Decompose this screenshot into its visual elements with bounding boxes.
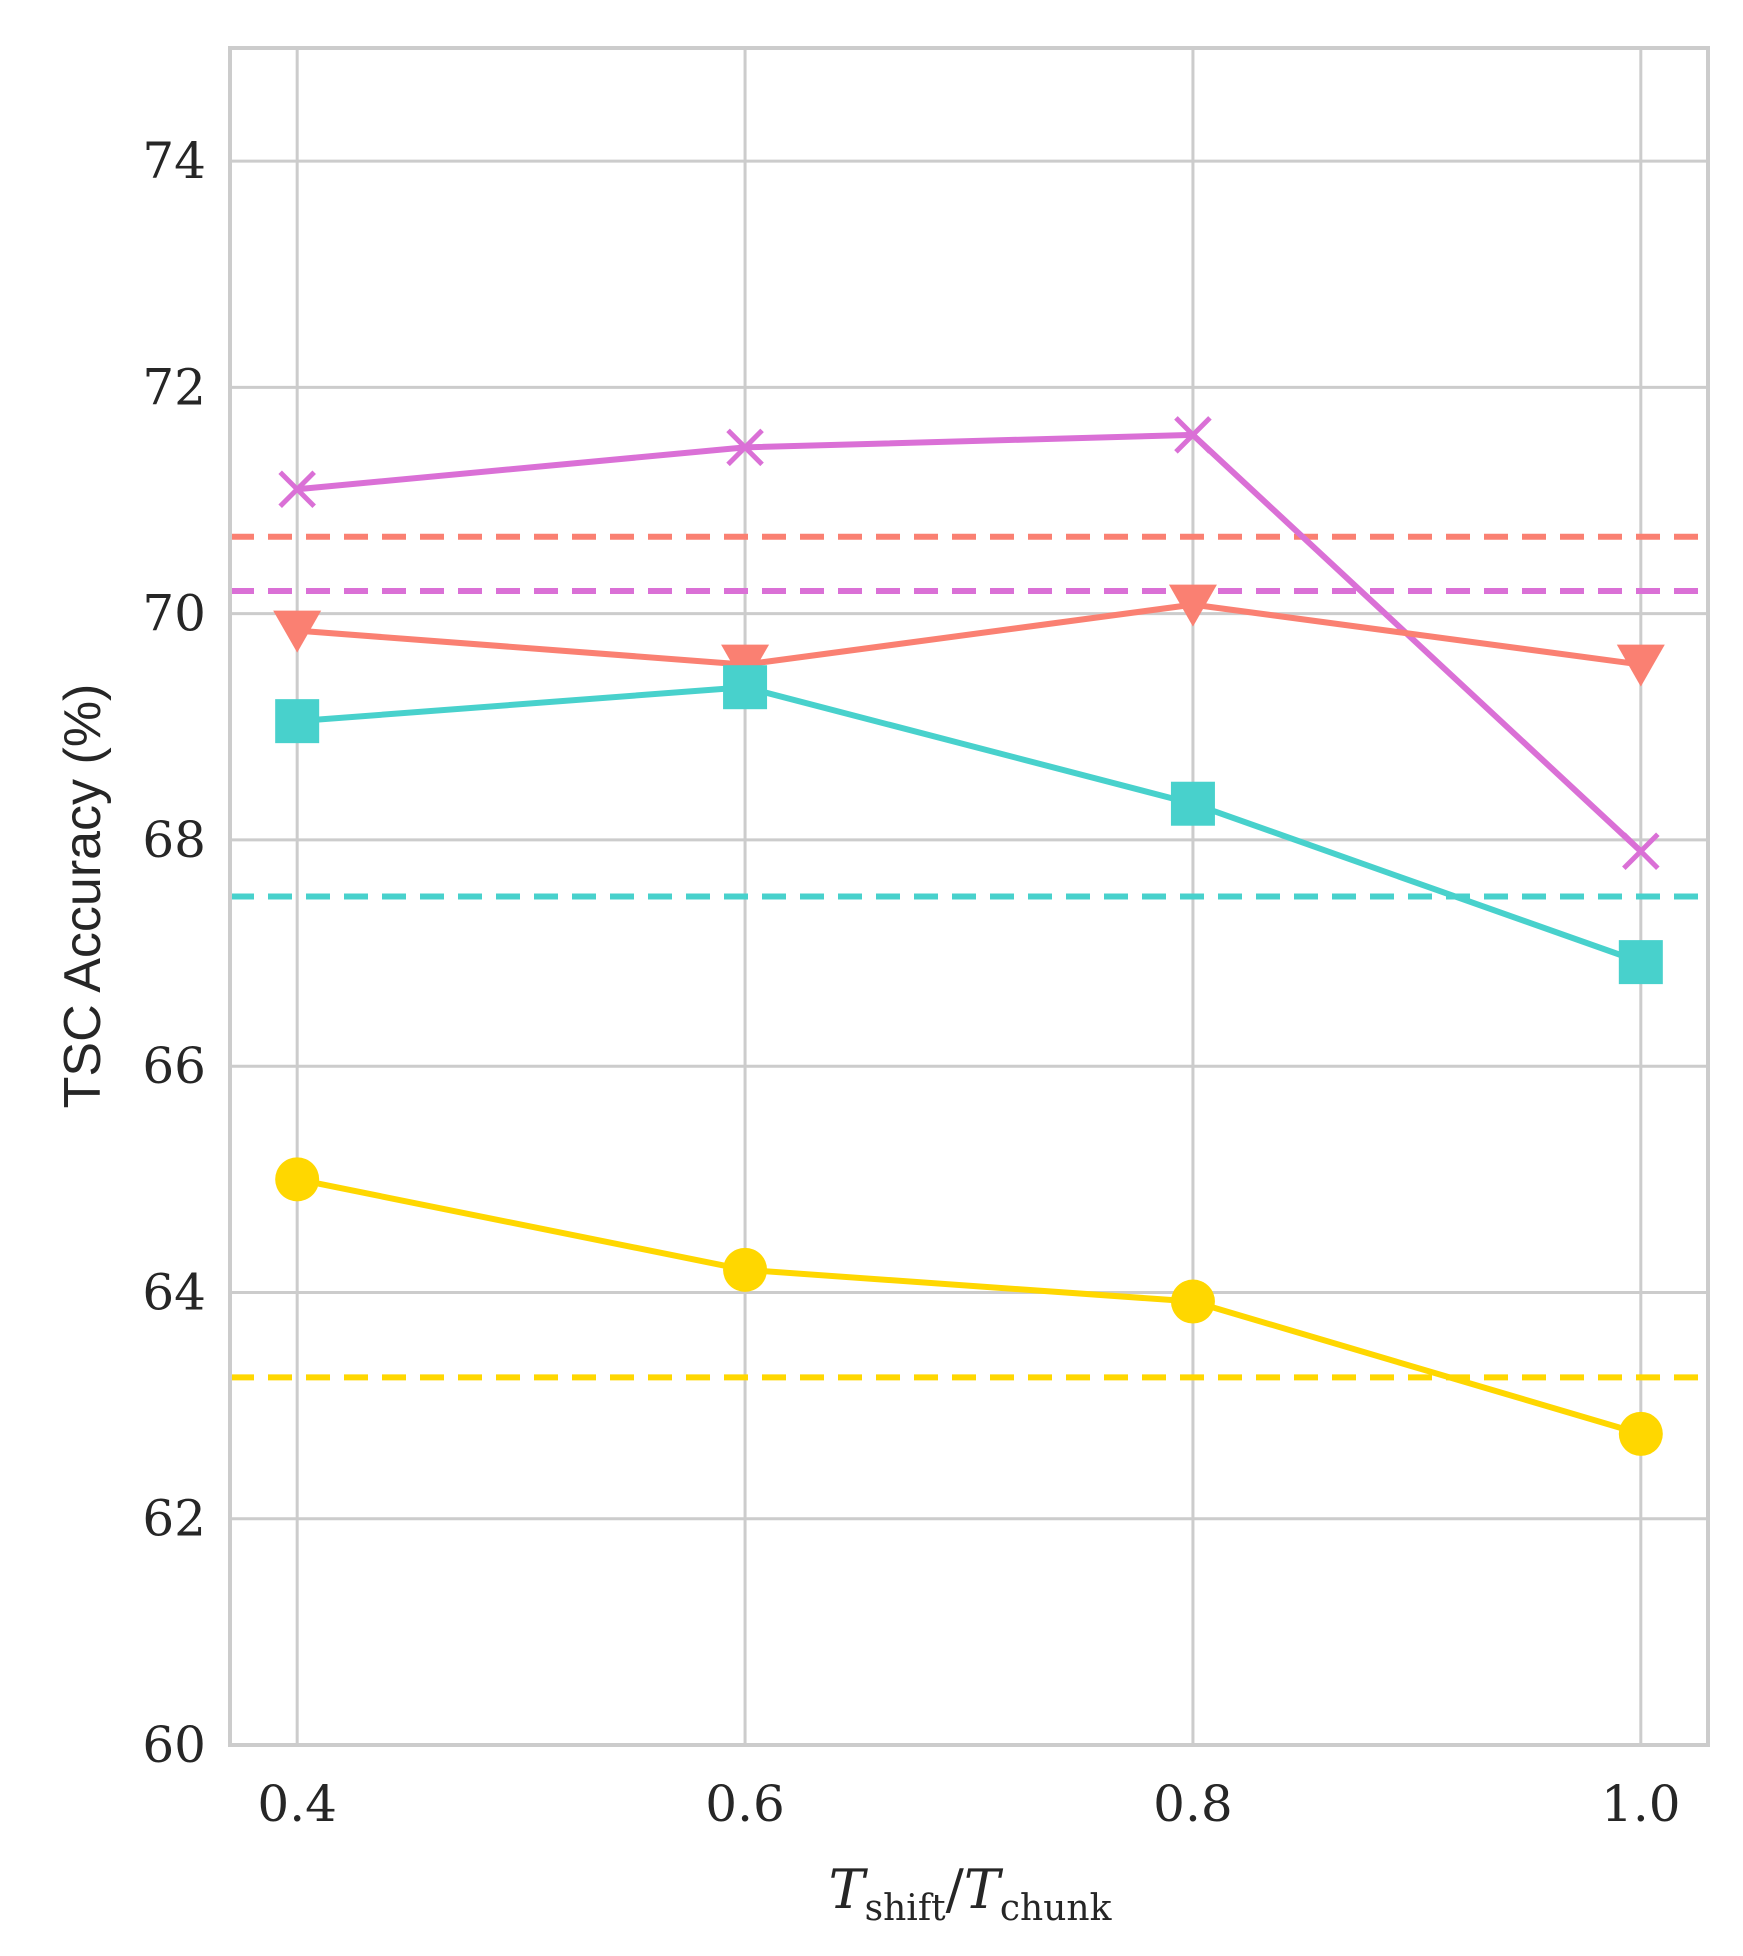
gold-marker [1618,1411,1663,1456]
y-tick-label: 62 [142,1490,206,1548]
magenta-marker [1174,416,1212,454]
y-tick-label: 60 [142,1716,206,1774]
x-tick-label: 0.6 [705,1775,785,1833]
y-tick-label: 70 [142,585,206,643]
x-tick-label: 0.4 [257,1775,337,1833]
gold-marker [275,1157,320,1202]
salmon-marker [273,610,322,653]
magenta-line [296,431,1643,854]
turquoise-marker [275,699,320,744]
y-tick-label: 74 [142,132,206,190]
x-axis-label-main-2: T [964,1858,1004,1921]
magenta-marker [1622,832,1660,871]
turquoise-marker [1618,940,1663,985]
x-axis-label-sub-1: shift [865,1888,946,1929]
x-axis-label-main-1: T [829,1858,869,1921]
y-tick-label: 64 [142,1263,206,1321]
y-tick-label: 68 [142,811,206,869]
magenta-marker [278,470,316,508]
salmon-line [296,601,1642,668]
plot-frame [228,46,1710,1747]
y-tick-label: 66 [142,1037,206,1095]
x-axis-label-slash: / [946,1858,965,1921]
x-tick-label: 1.0 [1601,1775,1681,1833]
salmon-marker [1616,644,1665,687]
turquoise-line [296,684,1642,965]
y-tick-labels: 60 62 64 66 68 70 72 74 [142,132,206,1774]
x-axis-label-sub-2: chunk [1000,1888,1113,1929]
gold-marker [1170,1279,1215,1324]
x-tick-labels: 0.4 0.6 0.8 1.0 [257,1775,1680,1833]
x-axis-label: Tshift/Tchunk [829,1858,1113,1929]
salmon-marker [1168,584,1217,627]
y-axis-label: TSC Accuracy (%) [54,684,112,1109]
series-lines [273,416,1665,1456]
y-tick-label: 72 [142,358,206,416]
turquoise-marker [723,665,768,710]
x-tick-label: 0.8 [1153,1775,1233,1833]
gold-marker [723,1247,768,1292]
gold-line [296,1176,1642,1437]
magenta-marker [726,428,764,467]
turquoise-marker [1170,781,1215,826]
